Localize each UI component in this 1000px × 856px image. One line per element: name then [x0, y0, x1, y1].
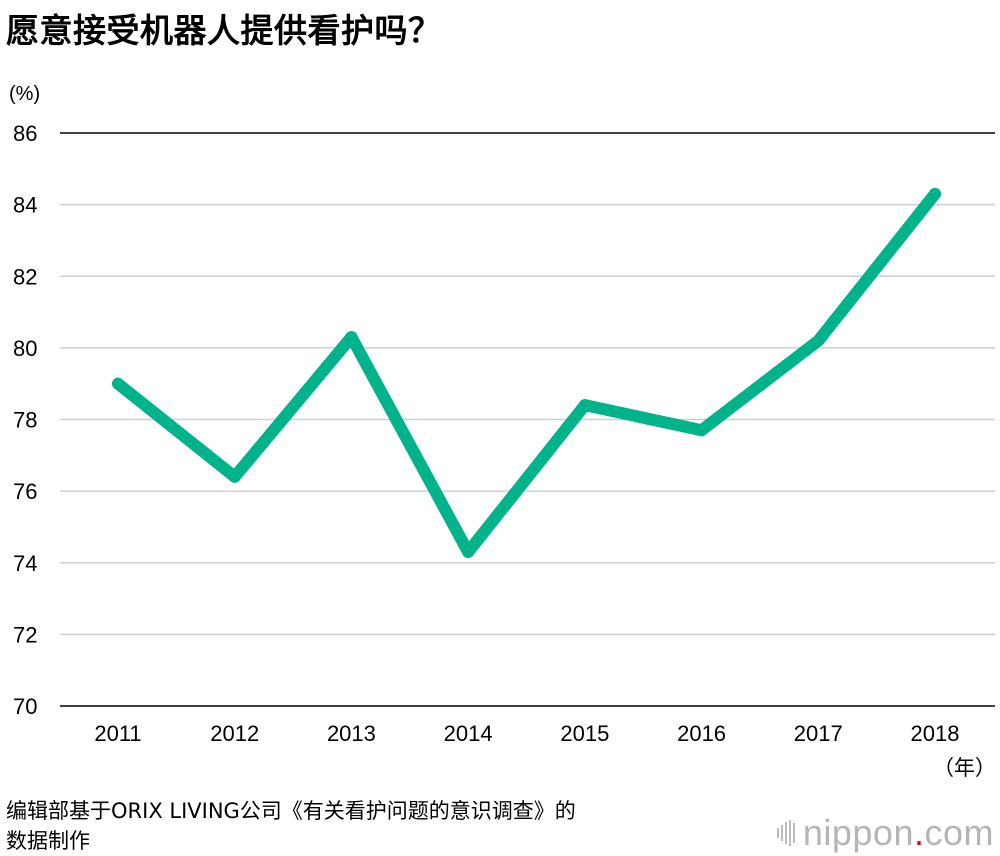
source-note-line-2: 数据制作: [6, 829, 90, 853]
logo-bars-icon: [776, 820, 795, 846]
data-point: [112, 377, 124, 390]
source-note-line-1: 编辑部基于ORIX LIVING公司《有关看护问题的意识调查》的: [6, 799, 576, 823]
y-tick-label: 80: [13, 336, 37, 361]
logo-dot: .: [913, 812, 925, 853]
series-line-group: [112, 187, 941, 559]
line-chart: 70 72 74 76 78 80 82 84 86 (%) 2011 2012 2013 2014 201…: [9, 83, 996, 780]
series-line: [112, 187, 941, 559]
y-axis-label: (%): [9, 83, 40, 105]
gridlines: [60, 132, 995, 707]
data-point: [345, 331, 358, 344]
logo-text-main: nippon: [802, 812, 914, 853]
y-tick-label: 72: [13, 622, 37, 647]
x-tick-label: 2012: [210, 721, 259, 746]
x-tick-label: 2011: [94, 721, 141, 746]
data-point: [228, 470, 241, 483]
logo-text-suffix: com: [924, 812, 994, 853]
source-note: 编辑部基于ORIX LIVING公司《有关看护问题的意识调查》的 数据制作: [6, 796, 576, 856]
y-tick-label: 82: [13, 264, 37, 289]
x-tick-label: 2014: [444, 721, 493, 746]
y-tick-label: 70: [13, 694, 37, 719]
data-point: [578, 399, 591, 412]
x-tick-label: 2013: [327, 721, 376, 746]
x-tick-label: 2018: [911, 721, 960, 746]
data-point: [462, 546, 475, 559]
x-tick-label: 2016: [677, 721, 726, 746]
y-tick-label: 76: [13, 479, 37, 504]
x-axis-label: （年）: [933, 756, 996, 780]
nippon-logo: nippon.com: [776, 812, 994, 854]
x-tick-label: 2017: [794, 721, 843, 746]
data-point: [812, 334, 825, 347]
y-tick-label: 78: [13, 408, 37, 433]
data-point: [929, 187, 941, 200]
chart-title: 愿意接受机器人提供看护吗？: [6, 11, 442, 50]
axis-labels: 70 72 74 76 78 80 82 84 86 (%) 2011 2012 2013 2014 201…: [9, 83, 996, 780]
y-tick-label: 74: [13, 551, 37, 576]
y-tick-label: 86: [13, 121, 37, 146]
data-point: [695, 424, 708, 437]
y-tick-label: 84: [13, 193, 37, 218]
x-tick-label: 2015: [560, 721, 609, 746]
